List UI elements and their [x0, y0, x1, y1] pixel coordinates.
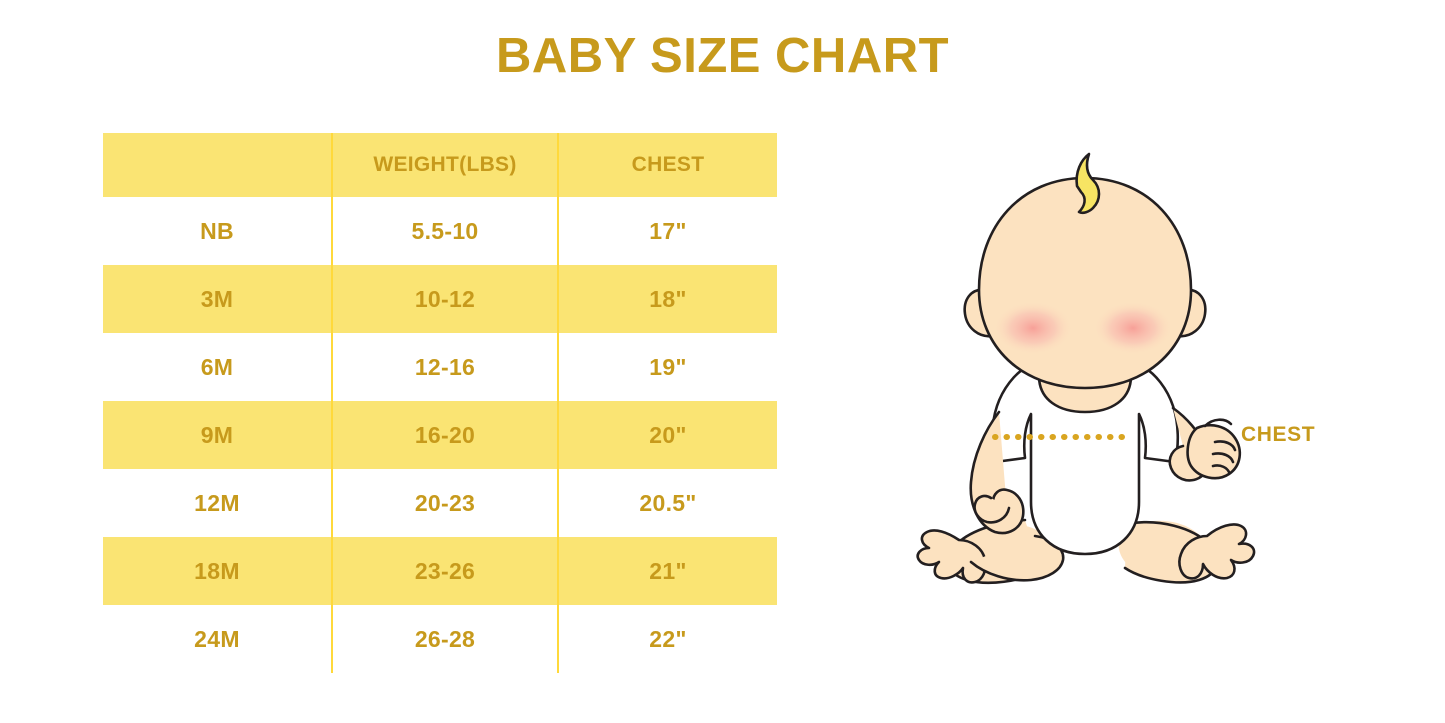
- cell-weight: 26-28: [331, 605, 558, 673]
- baby-right-fist-knuckle-1: [1213, 440, 1237, 452]
- cell-chest: 17": [557, 197, 777, 265]
- baby-left-cheek: [993, 301, 1073, 355]
- cell-size: 3M: [200, 285, 234, 312]
- table-row: 3M 10-12 18": [103, 265, 777, 333]
- cell-size: 12M: [194, 489, 240, 516]
- column-header-size: [103, 133, 332, 197]
- baby-right-foot: [1178, 523, 1256, 580]
- table-row: NB 5.5-10 17": [103, 197, 777, 265]
- cell-weight: 12-16: [331, 333, 558, 401]
- baby-hair-curl: [1075, 152, 1101, 215]
- cell-chest: 19": [557, 333, 777, 401]
- baby-left-foot: [916, 529, 987, 584]
- cell-chest: 21": [557, 537, 777, 605]
- cell-chest: 20": [557, 401, 777, 469]
- column-header-weight: WEIGHT(LBS): [331, 133, 558, 197]
- cell-weight: 20-23: [331, 469, 558, 537]
- baby-right-cheek: [1093, 301, 1173, 355]
- cell-size: 9M: [200, 421, 234, 448]
- column-header-chest: CHEST: [557, 133, 777, 197]
- table-row: 9M 16-20 20": [103, 401, 777, 469]
- baby-left-hand: [973, 494, 1011, 524]
- cell-weight: 5.5-10: [331, 197, 558, 265]
- baby-right-fist-knuckle-3: [1211, 464, 1231, 474]
- cell-size: 6M: [200, 353, 234, 380]
- baby-right-fist-thumb: [1203, 418, 1233, 428]
- cell-chest: 22": [557, 605, 777, 673]
- baby-illustration: [916, 152, 1256, 585]
- table-row: 24M 26-28 22": [103, 605, 777, 673]
- baby-right-fist: [1186, 424, 1242, 480]
- cell-chest: 20.5": [557, 469, 777, 537]
- cell-weight: 10-12: [331, 265, 558, 333]
- baby-right-fist-knuckle-2: [1211, 452, 1235, 464]
- page-title: BABY SIZE CHART: [495, 29, 950, 83]
- baby-size-table: WEIGHT(LBS) CHEST NB 5.5-10 17" 3M 10-12…: [103, 133, 777, 673]
- cell-chest: 18": [557, 265, 777, 333]
- cell-weight: 16-20: [331, 401, 558, 469]
- table-header-row: WEIGHT(LBS) CHEST: [103, 133, 777, 197]
- cell-size: 18M: [194, 557, 240, 584]
- cell-size: NB: [200, 217, 234, 244]
- table-row: 18M 23-26 21": [103, 537, 777, 605]
- table-row: 6M 12-16 19": [103, 333, 777, 401]
- chest-measurement-label: CHEST: [1241, 423, 1316, 446]
- cell-weight: 23-26: [331, 537, 558, 605]
- table-row: 12M 20-23 20.5": [103, 469, 777, 537]
- cell-size: 24M: [194, 625, 240, 652]
